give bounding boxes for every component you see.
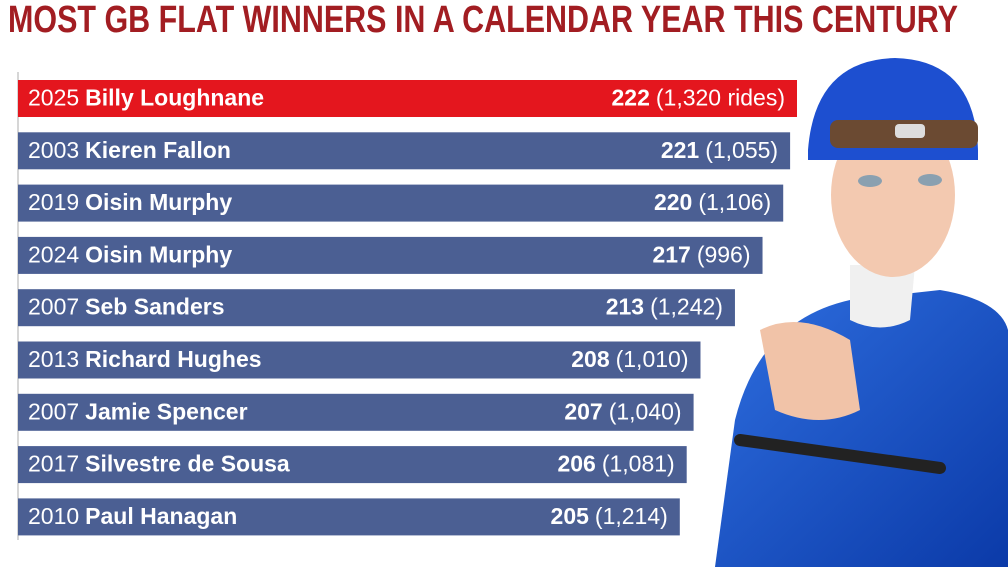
year: 2003 (28, 137, 79, 163)
bar-label: 2024 Oisin Murphy (28, 241, 232, 267)
name: Oisin Murphy (85, 241, 232, 267)
wins: 222 (612, 85, 650, 111)
wins: 205 (551, 503, 590, 529)
year: 2013 (28, 346, 79, 372)
year: 2007 (28, 294, 79, 320)
name: Paul Hanagan (85, 503, 237, 529)
bar (18, 80, 797, 117)
value-label: 207 (1,040) (564, 398, 681, 424)
chart-title: MOST GB FLAT WINNERS IN A CALENDAR YEAR … (8, 0, 958, 41)
jockey-photo (715, 58, 1008, 567)
value-label: 208 (1,010) (571, 346, 688, 372)
name: Silvestre de Sousa (85, 451, 290, 477)
name: Billy Loughnane (85, 85, 264, 111)
bar-label: 2019 Oisin Murphy (28, 189, 232, 215)
wins: 217 (652, 241, 690, 267)
value-label: 213 (1,242) (606, 294, 723, 320)
rides: (1,010) (616, 346, 689, 372)
bar (18, 236, 763, 274)
bar (18, 446, 687, 484)
bar (18, 498, 680, 536)
rides: (1,242) (650, 294, 723, 320)
bar-label: 2010 Paul Hanagan (28, 503, 237, 529)
value-label: 222 (1,320 rides) (612, 85, 786, 111)
wins: 207 (564, 398, 602, 424)
wins: 206 (557, 451, 595, 477)
bar-label: 2017 Silvestre de Sousa (28, 451, 290, 477)
name: Seb Sanders (85, 294, 224, 320)
rides: (996) (697, 241, 751, 267)
year: 2019 (28, 189, 79, 215)
year: 2025 (28, 85, 79, 111)
year: 2017 (28, 451, 79, 477)
rides: (1,320 rides) (656, 85, 785, 111)
wins: 213 (606, 294, 644, 320)
bar (18, 341, 701, 379)
wins: 208 (571, 346, 610, 372)
bar-label: 2007 Seb Sanders (28, 294, 225, 320)
bar (18, 393, 694, 431)
bar (18, 184, 784, 222)
year: 2010 (28, 503, 79, 529)
wins: 221 (661, 137, 700, 163)
bar-label: 2003 Kieren Fallon (28, 137, 231, 163)
name: Jamie Spencer (85, 398, 247, 424)
value-label: 206 (1,081) (557, 451, 674, 477)
bar-label: 2025 Billy Loughnane (28, 85, 264, 111)
bar-label: 2013 Richard Hughes (28, 346, 262, 372)
year: 2007 (28, 398, 79, 424)
value-label: 205 (1,214) (551, 503, 668, 529)
name: Richard Hughes (85, 346, 261, 372)
wins: 220 (654, 189, 692, 215)
rides: (1,040) (609, 398, 682, 424)
name: Oisin Murphy (85, 189, 232, 215)
name: Kieren Fallon (85, 137, 231, 163)
bar (18, 289, 735, 327)
value-label: 221 (1,055) (661, 137, 778, 163)
rides: (1,214) (595, 503, 668, 529)
value-label: 217 (996) (652, 241, 750, 267)
value-label: 220 (1,106) (654, 189, 771, 215)
rides: (1,081) (602, 451, 675, 477)
year: 2024 (28, 241, 79, 267)
bar (18, 132, 791, 170)
rides: (1,055) (705, 137, 778, 163)
bar-label: 2007 Jamie Spencer (28, 398, 248, 424)
rides: (1,106) (698, 189, 771, 215)
